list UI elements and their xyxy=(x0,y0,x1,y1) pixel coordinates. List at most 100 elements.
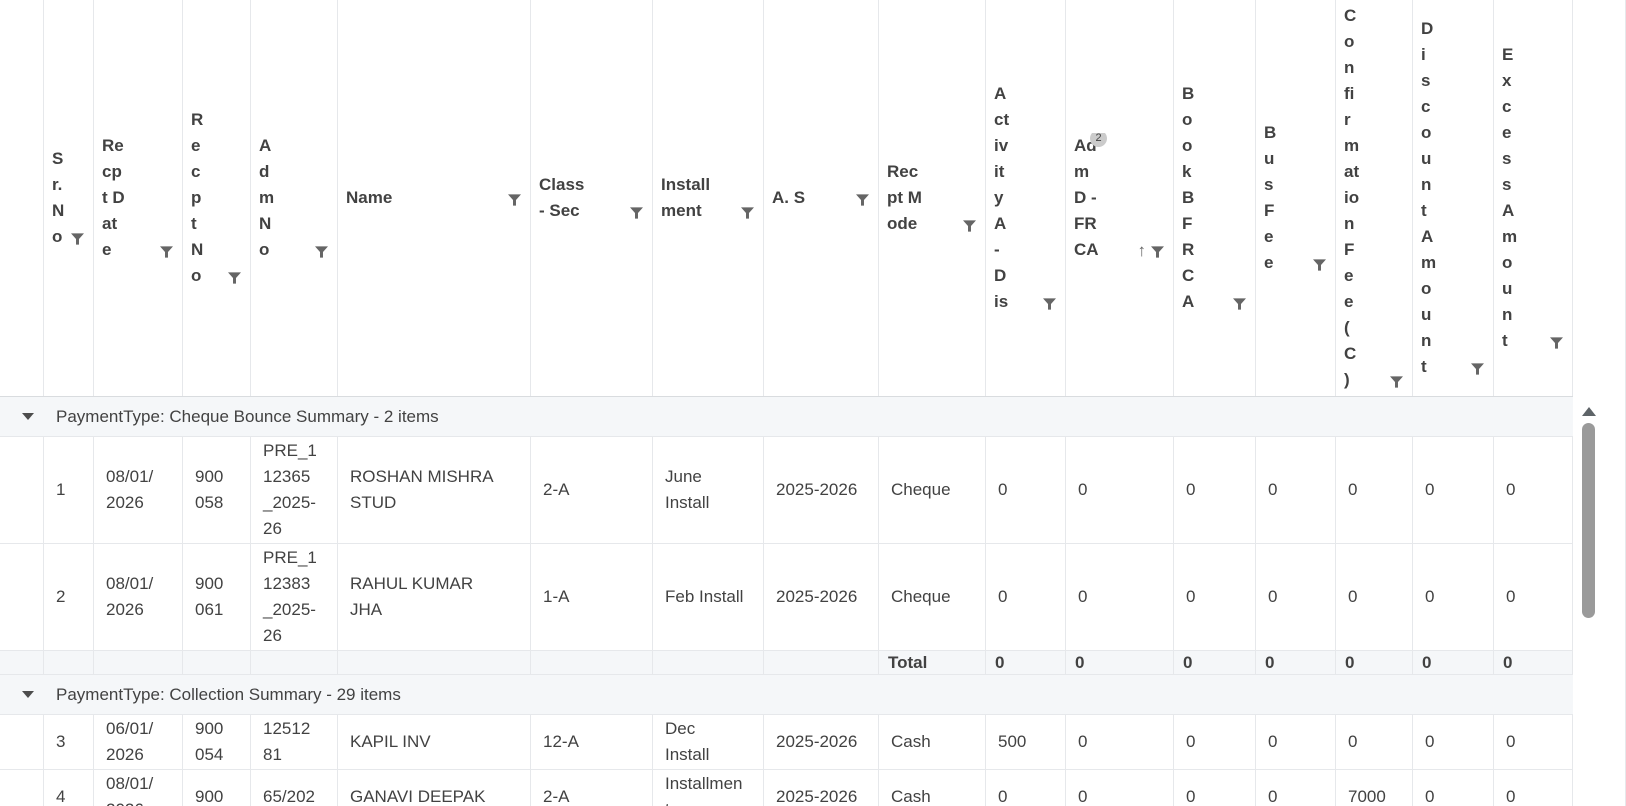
filter-icon[interactable] xyxy=(741,206,754,220)
filter-icon[interactable] xyxy=(1471,362,1484,376)
total-empty-cell xyxy=(763,651,878,674)
group-total-row: Total 0 0 0 0 0 0 0 xyxy=(0,651,1573,675)
total-value-activity-a-dis: 0 xyxy=(985,651,1065,674)
filter-icon[interactable] xyxy=(508,193,521,207)
cell-recpt-mode: Cash xyxy=(878,770,985,806)
column-header-name[interactable]: Name xyxy=(337,0,530,396)
column-header-recpt-mode[interactable]: Recpt Mode xyxy=(878,0,985,396)
cell-book-b-fr-ca: 0 xyxy=(1173,437,1255,543)
cell-excess-amount: 0 xyxy=(1493,544,1573,650)
collapse-group-icon[interactable] xyxy=(22,691,34,698)
column-title: Discount Amount xyxy=(1421,19,1437,376)
cell-name: ROSHAN MISHRA STUD xyxy=(337,437,530,543)
cell-activity-a-dis: 0 xyxy=(985,544,1065,650)
vertical-scrollbar[interactable] xyxy=(1573,397,1606,806)
total-empty-cell xyxy=(43,651,93,674)
column-header-adm-d-fr-ca[interactable]: Adm D - FR CA 2 ↑ xyxy=(1065,0,1173,396)
column-header-installment[interactable]: Installment xyxy=(652,0,763,396)
cell-recpt-date: 08/01/ 2026 xyxy=(93,544,182,650)
cell-adm-no: PRE_1 12383 _2025- 26 xyxy=(250,544,337,650)
total-empty-cell xyxy=(182,651,250,674)
column-header-adm-no[interactable]: Adm No xyxy=(250,0,337,396)
total-empty-cell xyxy=(652,651,763,674)
cell-discount-amount: 0 xyxy=(1412,544,1493,650)
column-title: Recpt Mode xyxy=(887,162,922,233)
filter-icon[interactable] xyxy=(1550,336,1563,350)
cell-adm-d-fr-ca: 0 xyxy=(1065,715,1173,769)
filter-icon[interactable] xyxy=(228,271,241,285)
filter-icon[interactable] xyxy=(856,193,869,207)
cell-recpt-date: 06/01/ 2026 xyxy=(93,715,182,769)
column-header-sr-no[interactable]: Sr. No xyxy=(43,0,93,396)
column-title: Recpt No xyxy=(191,110,204,285)
cell-sr-no: 3 xyxy=(43,715,93,769)
column-title: Activity A - Dis xyxy=(994,84,1010,311)
cell-a-s: 2025-2026 xyxy=(763,544,878,650)
cell-discount-amount: 0 xyxy=(1412,715,1493,769)
cell-class-sec: 2-A xyxy=(530,770,652,806)
column-title: Adm No xyxy=(259,136,275,259)
filter-icon[interactable] xyxy=(1043,297,1056,311)
filter-icon[interactable] xyxy=(1233,297,1246,311)
cell-confirmation-fee-c: 0 xyxy=(1335,544,1412,650)
cell-name: RAHUL KUMAR JHA xyxy=(337,544,530,650)
cell-adm-no: PRE_1 12365 _2025- 26 xyxy=(250,437,337,543)
collapse-group-icon[interactable] xyxy=(22,413,34,420)
cell-installment: June Install xyxy=(652,437,763,543)
total-label: Total xyxy=(878,651,985,674)
column-header-book-b-fr-ca[interactable]: Book B FR CA xyxy=(1173,0,1255,396)
group-indent-cell xyxy=(0,770,43,806)
group-header-row: PaymentType: Cheque Bounce Summary - 2 i… xyxy=(0,397,1573,437)
cell-sr-no: 1 xyxy=(43,437,93,543)
cell-book-b-fr-ca: 0 xyxy=(1173,715,1255,769)
filter-icon[interactable] xyxy=(1390,375,1403,389)
column-header-recpt-date[interactable]: Recpt Date xyxy=(93,0,182,396)
cell-confirmation-fee-c: 7000 xyxy=(1335,770,1412,806)
cell-bus-fee: 0 xyxy=(1255,715,1335,769)
column-header-excess-amount[interactable]: Excess Amount xyxy=(1493,0,1573,396)
group-indent-cell xyxy=(0,544,43,650)
column-header-class-sec[interactable]: Class - Sec xyxy=(530,0,652,396)
group-indent-cell xyxy=(0,715,43,769)
filter-icon[interactable] xyxy=(315,245,328,259)
cell-installment: Dec Install xyxy=(652,715,763,769)
column-header-recpt-no[interactable]: Recpt No xyxy=(182,0,250,396)
filter-icon[interactable] xyxy=(963,219,976,233)
cell-recpt-date: 08/01/ 2026 xyxy=(93,770,182,806)
column-header-confirmation-fee-c[interactable]: Confirmation Fee (C) xyxy=(1335,0,1412,396)
filter-icon[interactable] xyxy=(71,232,84,246)
group-header-row: PaymentType: Collection Summary - 29 ite… xyxy=(0,675,1573,715)
filter-icon[interactable] xyxy=(1313,258,1326,272)
group-label: PaymentType: Collection Summary - 29 ite… xyxy=(56,684,401,704)
column-header-bus-fee[interactable]: Bus Fee xyxy=(1255,0,1335,396)
column-title: Class - Sec xyxy=(539,175,585,220)
cell-activity-a-dis: 500 xyxy=(985,715,1065,769)
cell-recpt-no: 900 xyxy=(182,770,250,806)
cell-recpt-mode: Cheque xyxy=(878,544,985,650)
cell-class-sec: 12-A xyxy=(530,715,652,769)
filter-icon[interactable] xyxy=(630,206,643,220)
column-title: Adm D - FR CA 2 xyxy=(1074,133,1107,263)
filter-icon[interactable] xyxy=(1151,245,1164,259)
column-title: Excess Amount xyxy=(1502,45,1518,350)
cell-confirmation-fee-c: 0 xyxy=(1335,437,1412,543)
filter-icon[interactable] xyxy=(160,245,173,259)
column-header-activity-a-dis[interactable]: Activity A - Dis xyxy=(985,0,1065,396)
cell-book-b-fr-ca: 0 xyxy=(1173,544,1255,650)
column-title: A. S xyxy=(772,188,806,207)
scrollbar-thumb[interactable] xyxy=(1582,423,1595,618)
column-title: Book B FR CA xyxy=(1182,84,1195,311)
column-header-discount-amount[interactable]: Discount Amount xyxy=(1412,0,1493,396)
scroll-up-icon[interactable] xyxy=(1582,407,1596,416)
cell-sr-no: 4 xyxy=(43,770,93,806)
grid-rows: PaymentType: Cheque Bounce Summary - 2 i… xyxy=(0,397,1573,806)
total-empty-cell xyxy=(93,651,182,674)
column-title: Recpt Date xyxy=(102,136,125,259)
total-value-confirmation-fee-c: 0 xyxy=(1335,651,1412,674)
column-header-a-s[interactable]: A. S xyxy=(763,0,878,396)
cell-book-b-fr-ca: 0 xyxy=(1173,770,1255,806)
column-title: Name xyxy=(346,188,393,207)
cell-discount-amount: 0 xyxy=(1412,770,1493,806)
group-label: PaymentType: Cheque Bounce Summary - 2 i… xyxy=(56,406,439,426)
cell-adm-no: 12512 81 xyxy=(250,715,337,769)
